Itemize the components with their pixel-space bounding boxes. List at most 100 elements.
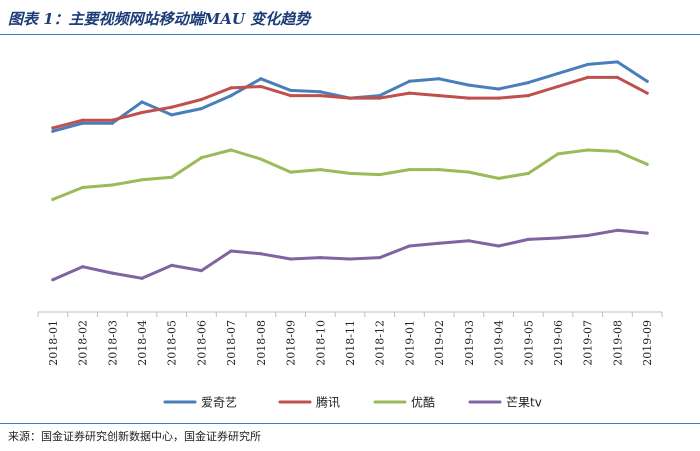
series-3-point — [437, 167, 441, 172]
x-tick-label: 2018-05 — [166, 320, 179, 366]
series-2-point — [407, 91, 412, 95]
series-2-point — [348, 96, 352, 100]
series-4-point — [170, 263, 174, 267]
series-2-point — [80, 118, 85, 122]
series-4-point — [140, 276, 144, 280]
series-2-point — [496, 96, 501, 100]
series-2-point — [199, 97, 204, 102]
series-1-point — [615, 60, 620, 64]
series-1-point — [407, 79, 412, 83]
x-tick-label: 2018-09 — [285, 320, 298, 366]
x-tick-label: 2018-06 — [195, 320, 208, 366]
series-1-point — [110, 121, 114, 125]
series-1-point — [259, 77, 263, 81]
series-1-point — [318, 90, 322, 94]
series-2-point — [645, 91, 649, 95]
x-tick-label: 2018-04 — [136, 320, 149, 366]
series-4-point — [437, 241, 441, 245]
line-chart: 2018-01 2018-02 2018-03 2018-04 2018-05 2018-… — [37, 60, 663, 410]
x-tick-label: 2019-01 — [403, 320, 416, 366]
series-3-point — [170, 175, 174, 179]
series-2-point — [526, 94, 530, 98]
source-rule — [0, 423, 700, 424]
series-2-point — [229, 86, 233, 90]
series-3-point — [586, 148, 590, 152]
series-2-point — [318, 94, 322, 98]
series-1-point — [526, 81, 530, 85]
series-4-point — [556, 236, 560, 240]
x-tick-label: 2018-02 — [77, 320, 90, 366]
series-4-point — [467, 239, 471, 243]
x-tick-label: 2019-03 — [463, 320, 476, 366]
series-2-point — [556, 84, 560, 89]
series-1-point — [80, 121, 85, 125]
series-3-point — [615, 149, 620, 153]
x-tick-label: 2019-04 — [493, 320, 506, 366]
series-2-point — [51, 126, 55, 130]
series-2-point — [467, 96, 471, 100]
series-4-point — [378, 256, 382, 260]
series-3-point — [140, 178, 144, 182]
series-4-point — [110, 271, 114, 275]
series-1-point — [645, 79, 649, 83]
x-tick-label: 2018-11 — [344, 320, 357, 366]
x-tick-label: 2019-09 — [641, 320, 654, 366]
series-1-point — [140, 100, 144, 104]
series-4-point — [199, 269, 204, 273]
series-3-point — [110, 183, 114, 187]
x-tick-label: 2018-07 — [225, 320, 238, 366]
series-4-point — [407, 244, 412, 248]
series-1-point — [467, 83, 471, 87]
series-4-point — [526, 237, 530, 242]
series-3-point — [80, 185, 85, 190]
legend-label-2: 腾讯 — [316, 395, 340, 410]
series-2-point — [615, 75, 620, 79]
series-4-point — [586, 233, 590, 238]
series-1-point — [556, 71, 560, 76]
series-3-point — [199, 156, 204, 160]
series-3-point — [526, 171, 530, 176]
source-note: 来源：国金证券研究创新数据中心，国金证券研究所 — [8, 430, 261, 443]
series-1-point — [170, 113, 174, 117]
series-1-point — [378, 94, 382, 98]
x-tick-label: 2019-05 — [522, 320, 535, 366]
x-tick-label: 2019-06 — [552, 320, 565, 366]
series-1-point — [496, 87, 501, 91]
series-4-point — [496, 244, 501, 248]
series-2-point — [437, 94, 441, 98]
series-4-point — [80, 265, 85, 269]
series-4-point — [615, 228, 620, 232]
x-tick-label: 2018-08 — [255, 320, 268, 366]
series-2-point — [288, 94, 293, 98]
series-1-point — [229, 94, 233, 98]
series-1-point — [437, 77, 441, 81]
series-4-point — [348, 257, 352, 261]
series-2-point — [170, 105, 174, 109]
x-tick-label: 2018-10 — [314, 320, 327, 366]
series-3-point — [378, 172, 382, 177]
legend-label-3: 优酷 — [411, 396, 435, 410]
series-4-point — [259, 252, 263, 256]
title-bar: 图表 1：主要视频网站移动端MAU 变化趋势 — [0, 0, 700, 34]
series-3-point — [496, 176, 501, 181]
series-3-point — [348, 171, 352, 176]
x-tick-label: 2018-01 — [47, 320, 60, 366]
series-1-point — [199, 106, 204, 111]
series-2-point — [259, 84, 263, 89]
x-tick-label: 2018-03 — [106, 320, 119, 366]
series-2-point — [586, 75, 590, 79]
title-rule — [0, 34, 700, 35]
series-3-point — [288, 170, 293, 174]
series-1-point — [288, 88, 293, 92]
series-1-point — [51, 129, 55, 133]
x-tick-label: 2018-12 — [374, 320, 387, 366]
series-3-point — [556, 152, 560, 156]
series-3-point — [229, 148, 233, 152]
series-2-point — [110, 118, 114, 122]
x-tick-label: 2019-07 — [582, 320, 595, 366]
chart-title: 图表 1：主要视频网站移动端MAU 变化趋势 — [8, 10, 311, 28]
series-4-point — [288, 257, 293, 261]
series-3-point — [51, 197, 55, 201]
x-tick-label: 2019-08 — [611, 320, 624, 366]
series-2-point — [378, 96, 382, 100]
